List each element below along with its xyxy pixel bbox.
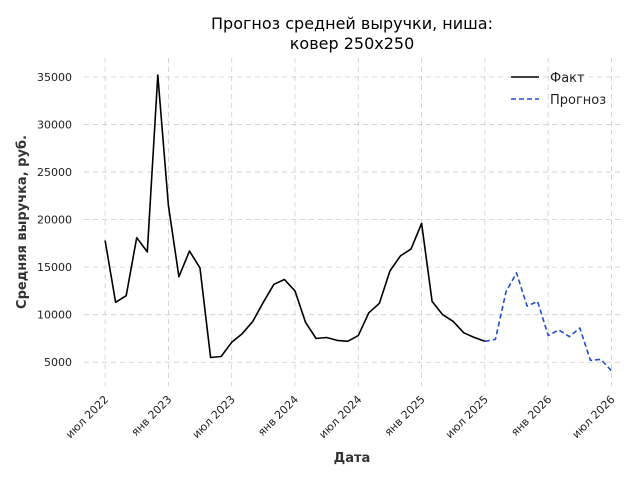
chart-title-line: ковер 250х250 — [290, 34, 415, 53]
legend: Факт Прогноз — [511, 71, 606, 108]
y-tick-label: 5000 — [44, 356, 72, 369]
x-tick-label: янв 2024 — [255, 393, 301, 439]
y-axis-ticks: 5000 10000 15000 20000 25000 30000 35000 — [37, 71, 72, 369]
x-axis-label: Дата — [334, 451, 371, 466]
y-tick-label: 25000 — [37, 166, 72, 179]
chart-title-line: Прогноз средней выручки, ниша: — [211, 14, 493, 33]
x-tick-label: июл 2022 — [63, 393, 111, 441]
x-tick-label: янв 2025 — [382, 393, 428, 439]
grid — [84, 58, 622, 386]
series-layer — [104, 74, 613, 372]
x-tick-label: июл 2024 — [316, 393, 364, 441]
y-tick-label: 30000 — [37, 119, 72, 132]
chart-title: Прогноз средней выручки, ниша: ковер 250х… — [211, 14, 493, 53]
x-tick-label: янв 2026 — [508, 393, 554, 439]
y-tick-label: 10000 — [37, 309, 72, 322]
y-tick-label: 15000 — [37, 261, 72, 274]
y-axis-label: Средняя выручка, руб. — [15, 135, 30, 309]
x-tick-label: янв 2023 — [129, 393, 175, 439]
x-tick-label: июл 2023 — [190, 393, 238, 441]
y-tick-label: 35000 — [37, 71, 72, 84]
x-axis-ticks: июл 2022 янв 2023 июл 2023 янв 2024 июл 2024… — [63, 393, 617, 441]
x-tick-label: июл 2025 — [443, 393, 491, 441]
y-tick-label: 20000 — [37, 214, 72, 227]
legend-label: Факт — [550, 71, 585, 86]
legend-label: Прогноз — [550, 93, 606, 108]
series-line-actual — [104, 74, 486, 359]
x-tick-label: июл 2026 — [570, 393, 618, 441]
series-line-forecast — [484, 272, 613, 372]
